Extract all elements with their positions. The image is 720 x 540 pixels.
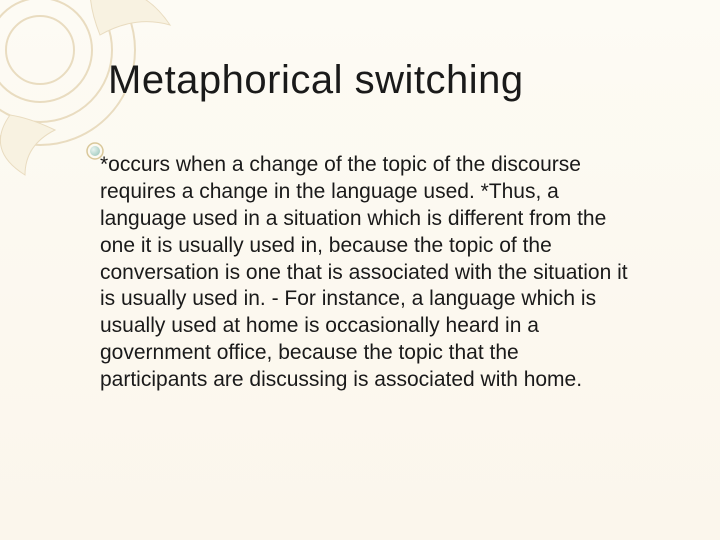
slide-body: *occurs when a change of the topic of th… <box>100 152 630 394</box>
slide-title: Metaphorical switching <box>108 58 524 103</box>
slide: Metaphorical switching *occurs when a ch… <box>0 0 720 540</box>
